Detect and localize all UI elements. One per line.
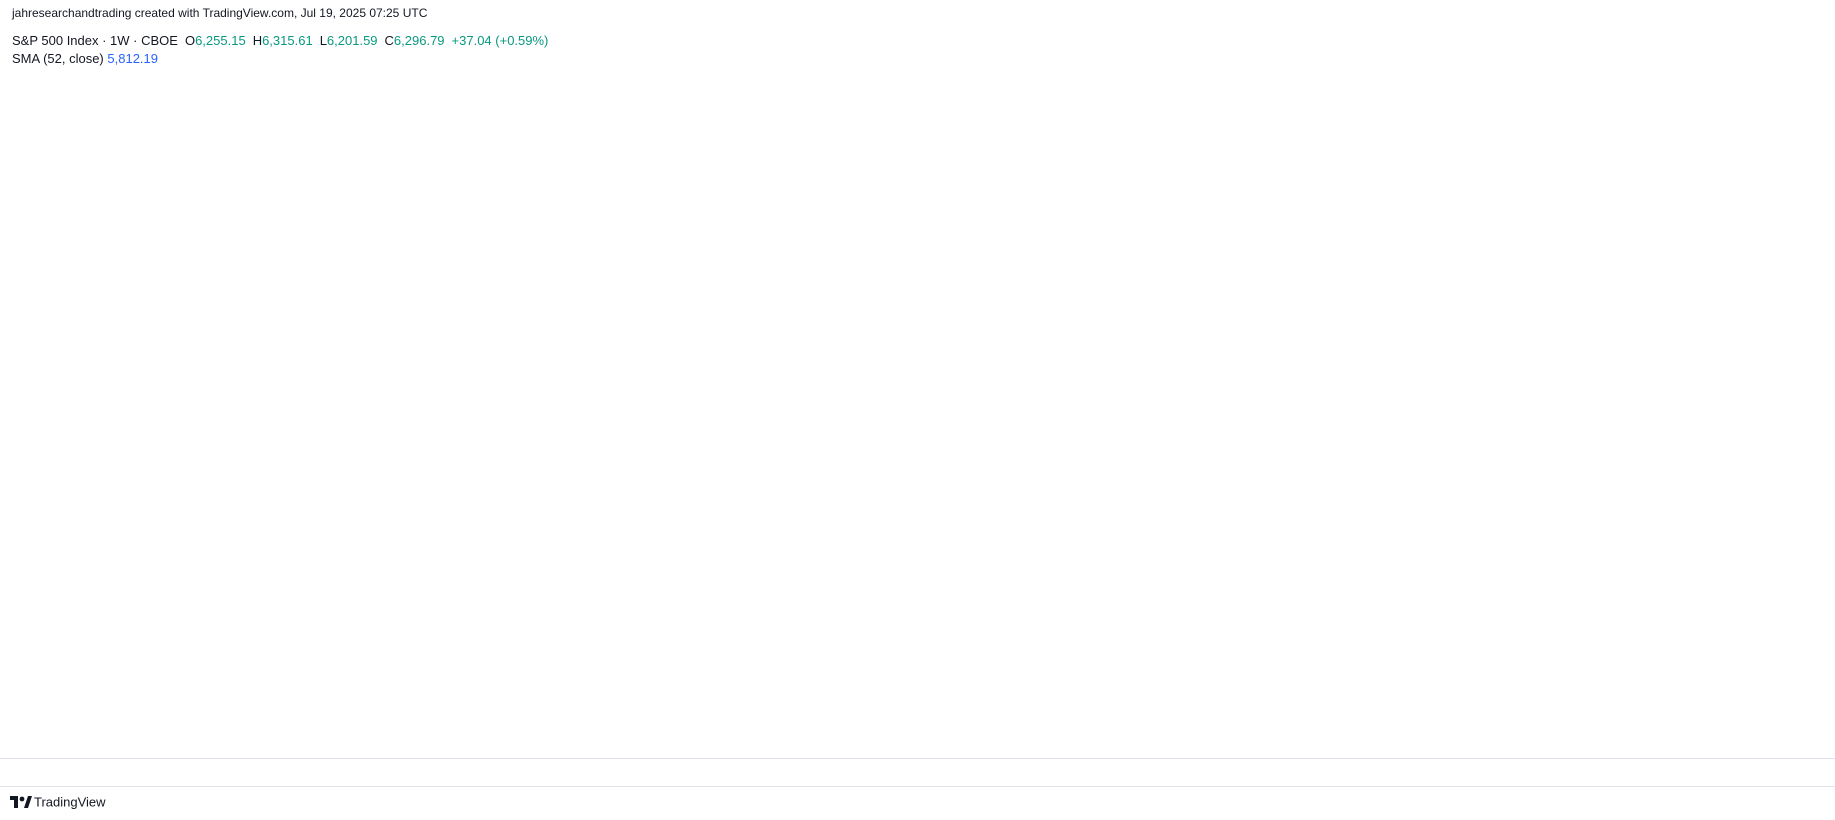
ohlc-key: C [384, 33, 394, 48]
tradingview-logo [10, 796, 32, 808]
credit: jahresearchandtrading created with Tradi… [12, 6, 428, 20]
symbol-legend: S&P 500 Index · 1W · CBOE O6,255.15 H6,315… [12, 33, 548, 48]
change: +37.04 (+0.59%) [451, 33, 549, 48]
ohlc-values: O6,255.15 H6,315.61 L6,201.59 C6,296.79 [178, 33, 445, 48]
symbol: S&P 500 Index · 1W · CBOE [12, 33, 178, 48]
footer-brand: TradingView [34, 794, 106, 809]
indicator-name: SMA (52, close) [12, 51, 104, 66]
ohlc-value: 6,315.61 [262, 33, 313, 48]
ohlc-key: O [184, 33, 196, 48]
indicator-legend: SMA (52, close) 5,812.19 [12, 51, 158, 66]
ohlc-key: L [319, 33, 327, 48]
indicator-value: 5,812.19 [107, 51, 158, 66]
ohlc-value: 6,296.79 [393, 33, 445, 48]
ohlc-key: H [252, 33, 263, 48]
ohlc-value: 6,255.15 [195, 33, 246, 48]
ohlc-value: 6,201.59 [326, 33, 378, 48]
